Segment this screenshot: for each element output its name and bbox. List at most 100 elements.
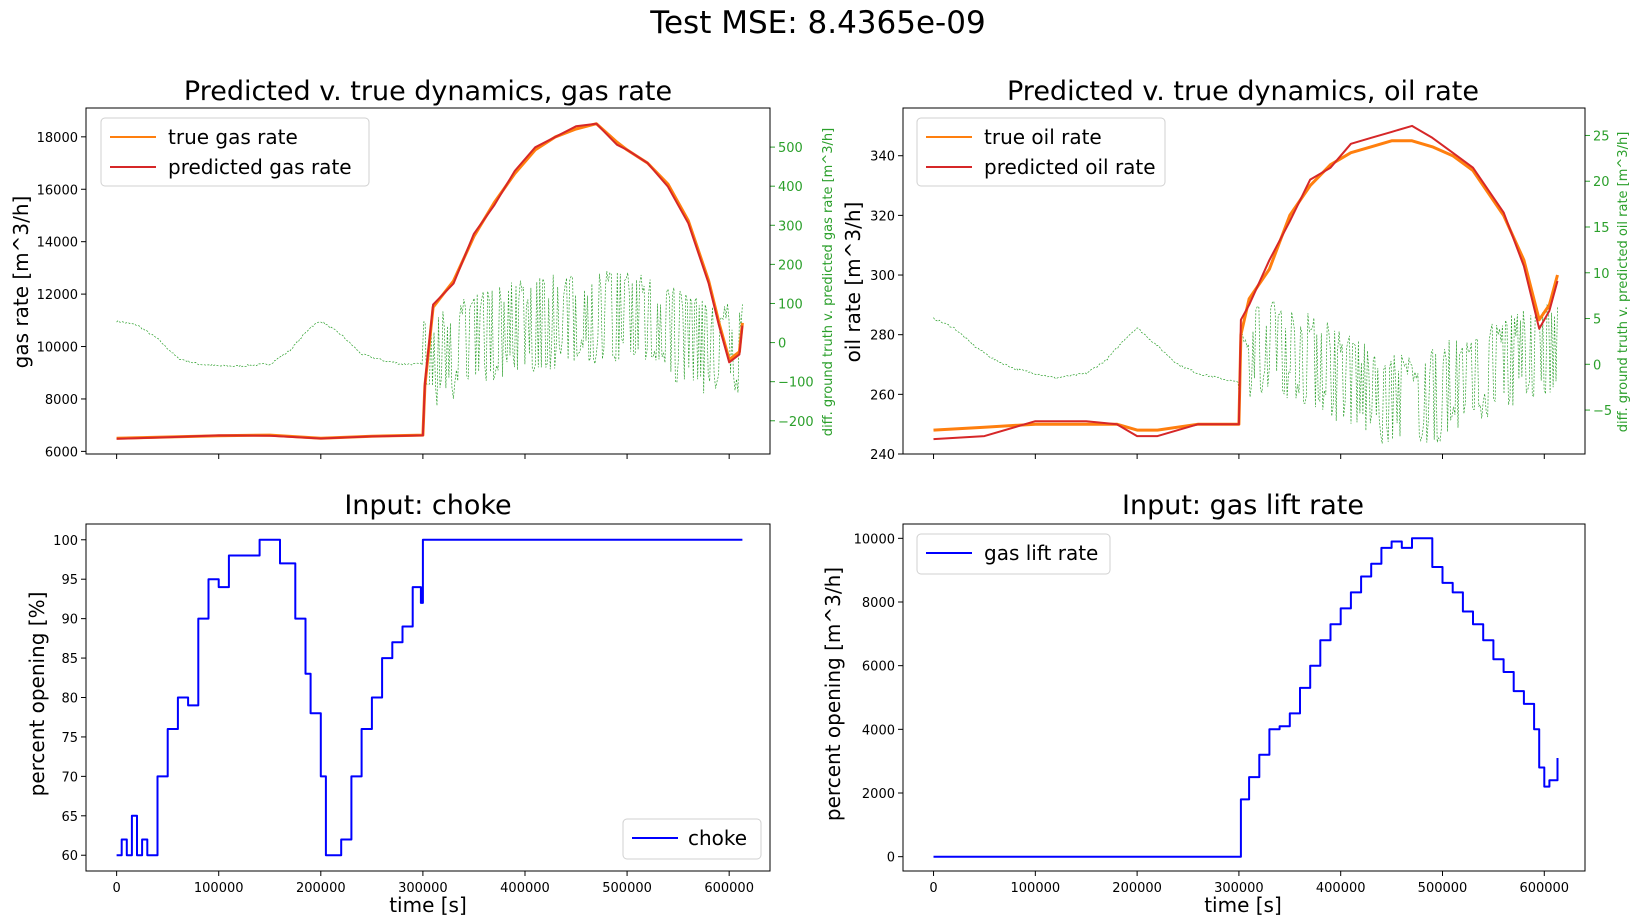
gaslift-xlabel: time [s] bbox=[1204, 893, 1282, 917]
y-tick-label: 8000 bbox=[45, 393, 78, 408]
x-tick-label: 200000 bbox=[1112, 881, 1162, 896]
x-tick-label: 600000 bbox=[1519, 881, 1569, 896]
oil-panel-title: Predicted v. true dynamics, oil rate bbox=[1007, 76, 1479, 107]
oil-diff-ylabel: diff. ground truth v. predicted oil rate… bbox=[1616, 132, 1631, 433]
y2-tick-label: 0 bbox=[1593, 358, 1601, 373]
series-line-choke bbox=[116, 538, 743, 857]
y-tick-label: 85 bbox=[61, 652, 78, 667]
y-tick-label: 6000 bbox=[862, 660, 895, 675]
legend-label-pred: predicted oil rate bbox=[984, 155, 1156, 179]
series-line-predicted-gas-rate bbox=[116, 122, 744, 440]
x-tick-label: 0 bbox=[929, 881, 937, 896]
y-tick-label: 65 bbox=[61, 810, 78, 825]
panel-choke: Input: choke percent opening [%] time [s… bbox=[25, 490, 771, 917]
axes-frame bbox=[85, 523, 771, 872]
y-tick-label: 280 bbox=[870, 329, 895, 344]
y-tick-label: 10000 bbox=[854, 532, 895, 547]
y-tick-label: 14000 bbox=[37, 236, 78, 251]
y-tick-label: 80 bbox=[61, 692, 78, 707]
y2-tick-label: −5 bbox=[1593, 404, 1612, 419]
y-tick-label: 0 bbox=[887, 851, 895, 866]
y-tick-label: 95 bbox=[61, 573, 78, 588]
suptitle: Test MSE: 8.4365e-09 bbox=[649, 5, 985, 41]
oil-ylabel: oil rate [m^3/h] bbox=[841, 202, 865, 363]
y2-tick-label: 5 bbox=[1593, 313, 1601, 328]
gaslift-panel-title: Input: gas lift rate bbox=[1122, 490, 1364, 521]
x-tick-label: 600000 bbox=[704, 881, 754, 896]
y2-tick-label: 0 bbox=[778, 337, 786, 352]
y-tick-label: 320 bbox=[870, 209, 895, 224]
x-tick-label: 400000 bbox=[500, 881, 550, 896]
x-tick-label: 100000 bbox=[1011, 881, 1061, 896]
x-tick-label: 500000 bbox=[1418, 881, 1468, 896]
oil-plot-area: 240 260 280 300 320 340 −5 0 5 10 15 20 25 bbox=[870, 107, 1612, 463]
choke-plot-area: 0 100000 200000 300000 400000 500000 600000 60 6… bbox=[53, 523, 771, 896]
choke-xlabel: time [s] bbox=[389, 893, 467, 917]
x-tick-label: 500000 bbox=[602, 881, 652, 896]
gaslift-ylabel: percent opening [m^3/h] bbox=[821, 567, 845, 821]
y-tick-label: 260 bbox=[870, 388, 895, 403]
diff-series-line bbox=[933, 300, 1558, 444]
y-tick-label: 10000 bbox=[37, 341, 78, 356]
y2-tick-label: −200 bbox=[778, 415, 814, 430]
y2-tick-label: 400 bbox=[778, 180, 803, 195]
gas-ylabel: gas rate [m^3/h] bbox=[9, 196, 33, 369]
y2-tick-label: 20 bbox=[1593, 175, 1610, 190]
y-tick-label: 12000 bbox=[37, 288, 78, 303]
choke-panel-title: Input: choke bbox=[344, 490, 511, 521]
axes-frame bbox=[902, 107, 1586, 455]
panel-oil-rate: Predicted v. true dynamics, oil rate oil… bbox=[841, 76, 1631, 463]
x-tick-label: 300000 bbox=[398, 881, 448, 896]
x-tick-label: 0 bbox=[112, 881, 120, 896]
y-tick-label: 6000 bbox=[45, 445, 78, 460]
panel-gas-rate: Predicted v. true dynamics, gas rate gas… bbox=[9, 76, 836, 460]
legend-label-gaslift: gas lift rate bbox=[984, 541, 1098, 565]
gas-legend: true gas rate predicted gas rate bbox=[100, 117, 370, 187]
y-tick-label: 18000 bbox=[37, 131, 78, 146]
y-tick-label: 60 bbox=[61, 849, 78, 864]
oil-legend: true oil rate predicted oil rate bbox=[916, 117, 1166, 187]
x-tick-label: 100000 bbox=[194, 881, 244, 896]
y-tick-label: 8000 bbox=[862, 596, 895, 611]
y-tick-label: 70 bbox=[61, 770, 78, 785]
x-tick-label: 200000 bbox=[296, 881, 346, 896]
y2-tick-label: 25 bbox=[1593, 129, 1610, 144]
y2-tick-label: 15 bbox=[1593, 221, 1610, 236]
y2-tick-label: 300 bbox=[778, 219, 803, 234]
legend-frame bbox=[916, 117, 1166, 187]
legend-label-true: true oil rate bbox=[984, 125, 1102, 149]
y-tick-label: 75 bbox=[61, 731, 78, 746]
legend-label-choke: choke bbox=[688, 826, 747, 850]
gaslift-plot-area: 0 100000 200000 300000 400000 500000 600000 0 20… bbox=[854, 523, 1586, 896]
y2-tick-label: −100 bbox=[778, 376, 814, 391]
axes-frame bbox=[902, 523, 1586, 872]
diff-series-line bbox=[116, 270, 743, 406]
legend-label-pred: predicted gas rate bbox=[168, 155, 352, 179]
legend-frame bbox=[100, 117, 370, 187]
y-tick-label: 90 bbox=[61, 613, 78, 628]
y-tick-label: 340 bbox=[870, 150, 895, 165]
y-tick-label: 16000 bbox=[37, 183, 78, 198]
legend-frame bbox=[622, 818, 762, 860]
gaslift-legend: gas lift rate bbox=[916, 533, 1111, 575]
y-tick-label: 240 bbox=[870, 448, 895, 463]
y2-tick-label: 100 bbox=[778, 297, 803, 312]
gas-panel-title: Predicted v. true dynamics, gas rate bbox=[184, 76, 672, 107]
axes-frame bbox=[85, 107, 771, 455]
series-line-predicted-oil-rate bbox=[933, 124, 1559, 441]
panel-gas-lift: Input: gas lift rate percent opening [m^… bbox=[821, 490, 1586, 917]
gas-diff-ylabel: diff. ground truth v. predicted gas rate… bbox=[821, 128, 836, 436]
legend-label-true: true gas rate bbox=[168, 125, 298, 149]
y-tick-label: 300 bbox=[870, 269, 895, 284]
choke-legend: choke bbox=[622, 818, 762, 860]
series-line-gas-lift-rate bbox=[933, 537, 1559, 858]
series-line-true-oil-rate bbox=[933, 139, 1559, 432]
y-tick-label: 2000 bbox=[862, 787, 895, 802]
y2-tick-label: 200 bbox=[778, 258, 803, 273]
y2-tick-label: 10 bbox=[1593, 267, 1610, 282]
y2-tick-label: 500 bbox=[778, 141, 803, 156]
choke-ylabel: percent opening [%] bbox=[25, 592, 49, 797]
y-tick-label: 100 bbox=[53, 534, 78, 549]
y-tick-label: 4000 bbox=[862, 723, 895, 738]
